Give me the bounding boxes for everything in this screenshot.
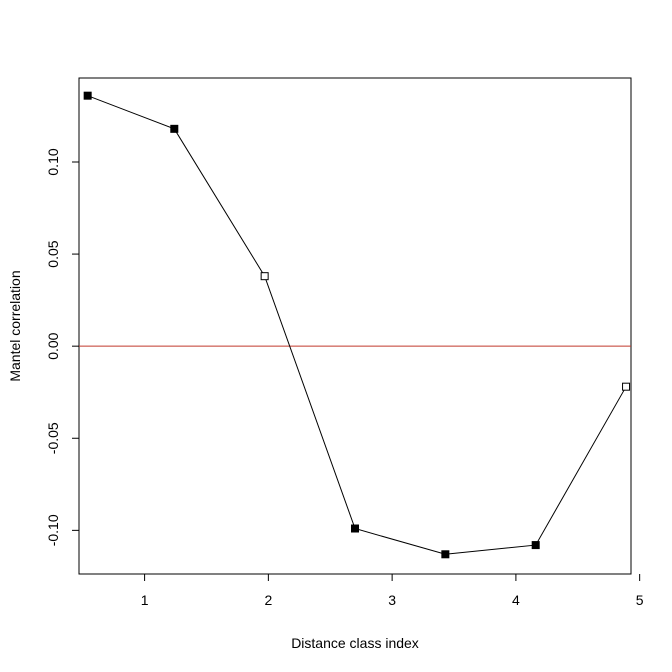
data-points <box>83 91 631 559</box>
data-point-2 <box>170 124 179 133</box>
data-point-3 <box>260 272 269 281</box>
data-point-4 <box>351 524 359 533</box>
x-axis: 1 2 3 4 5 <box>141 574 644 608</box>
y-tick-label--0.10: -0.10 <box>45 514 61 546</box>
x-tick-label-3: 3 <box>388 592 396 608</box>
y-tick-label-0.10: 0.10 <box>45 148 61 175</box>
x-tick-label-1: 1 <box>141 592 149 608</box>
x-axis-title: Distance class index <box>291 635 419 651</box>
x-tick-label-2: 2 <box>264 592 272 608</box>
data-point-1 <box>83 91 92 100</box>
y-tick-label-0.00: 0.00 <box>45 332 61 359</box>
y-tick-label--0.05: -0.05 <box>45 422 61 454</box>
data-point-6 <box>531 541 540 550</box>
plot-frame <box>78 77 632 575</box>
y-tick-label-0.05: 0.05 <box>45 240 61 267</box>
data-point-7 <box>622 382 631 391</box>
x-tick-label-4: 4 <box>512 592 520 608</box>
y-axis-title: Mantel correlation <box>7 270 23 381</box>
x-tick-label-5: 5 <box>636 592 644 608</box>
data-point-5 <box>441 550 450 559</box>
correlation-line <box>87 95 627 555</box>
y-axis: -0.10 -0.05 0.00 0.05 0.10 <box>45 148 79 546</box>
